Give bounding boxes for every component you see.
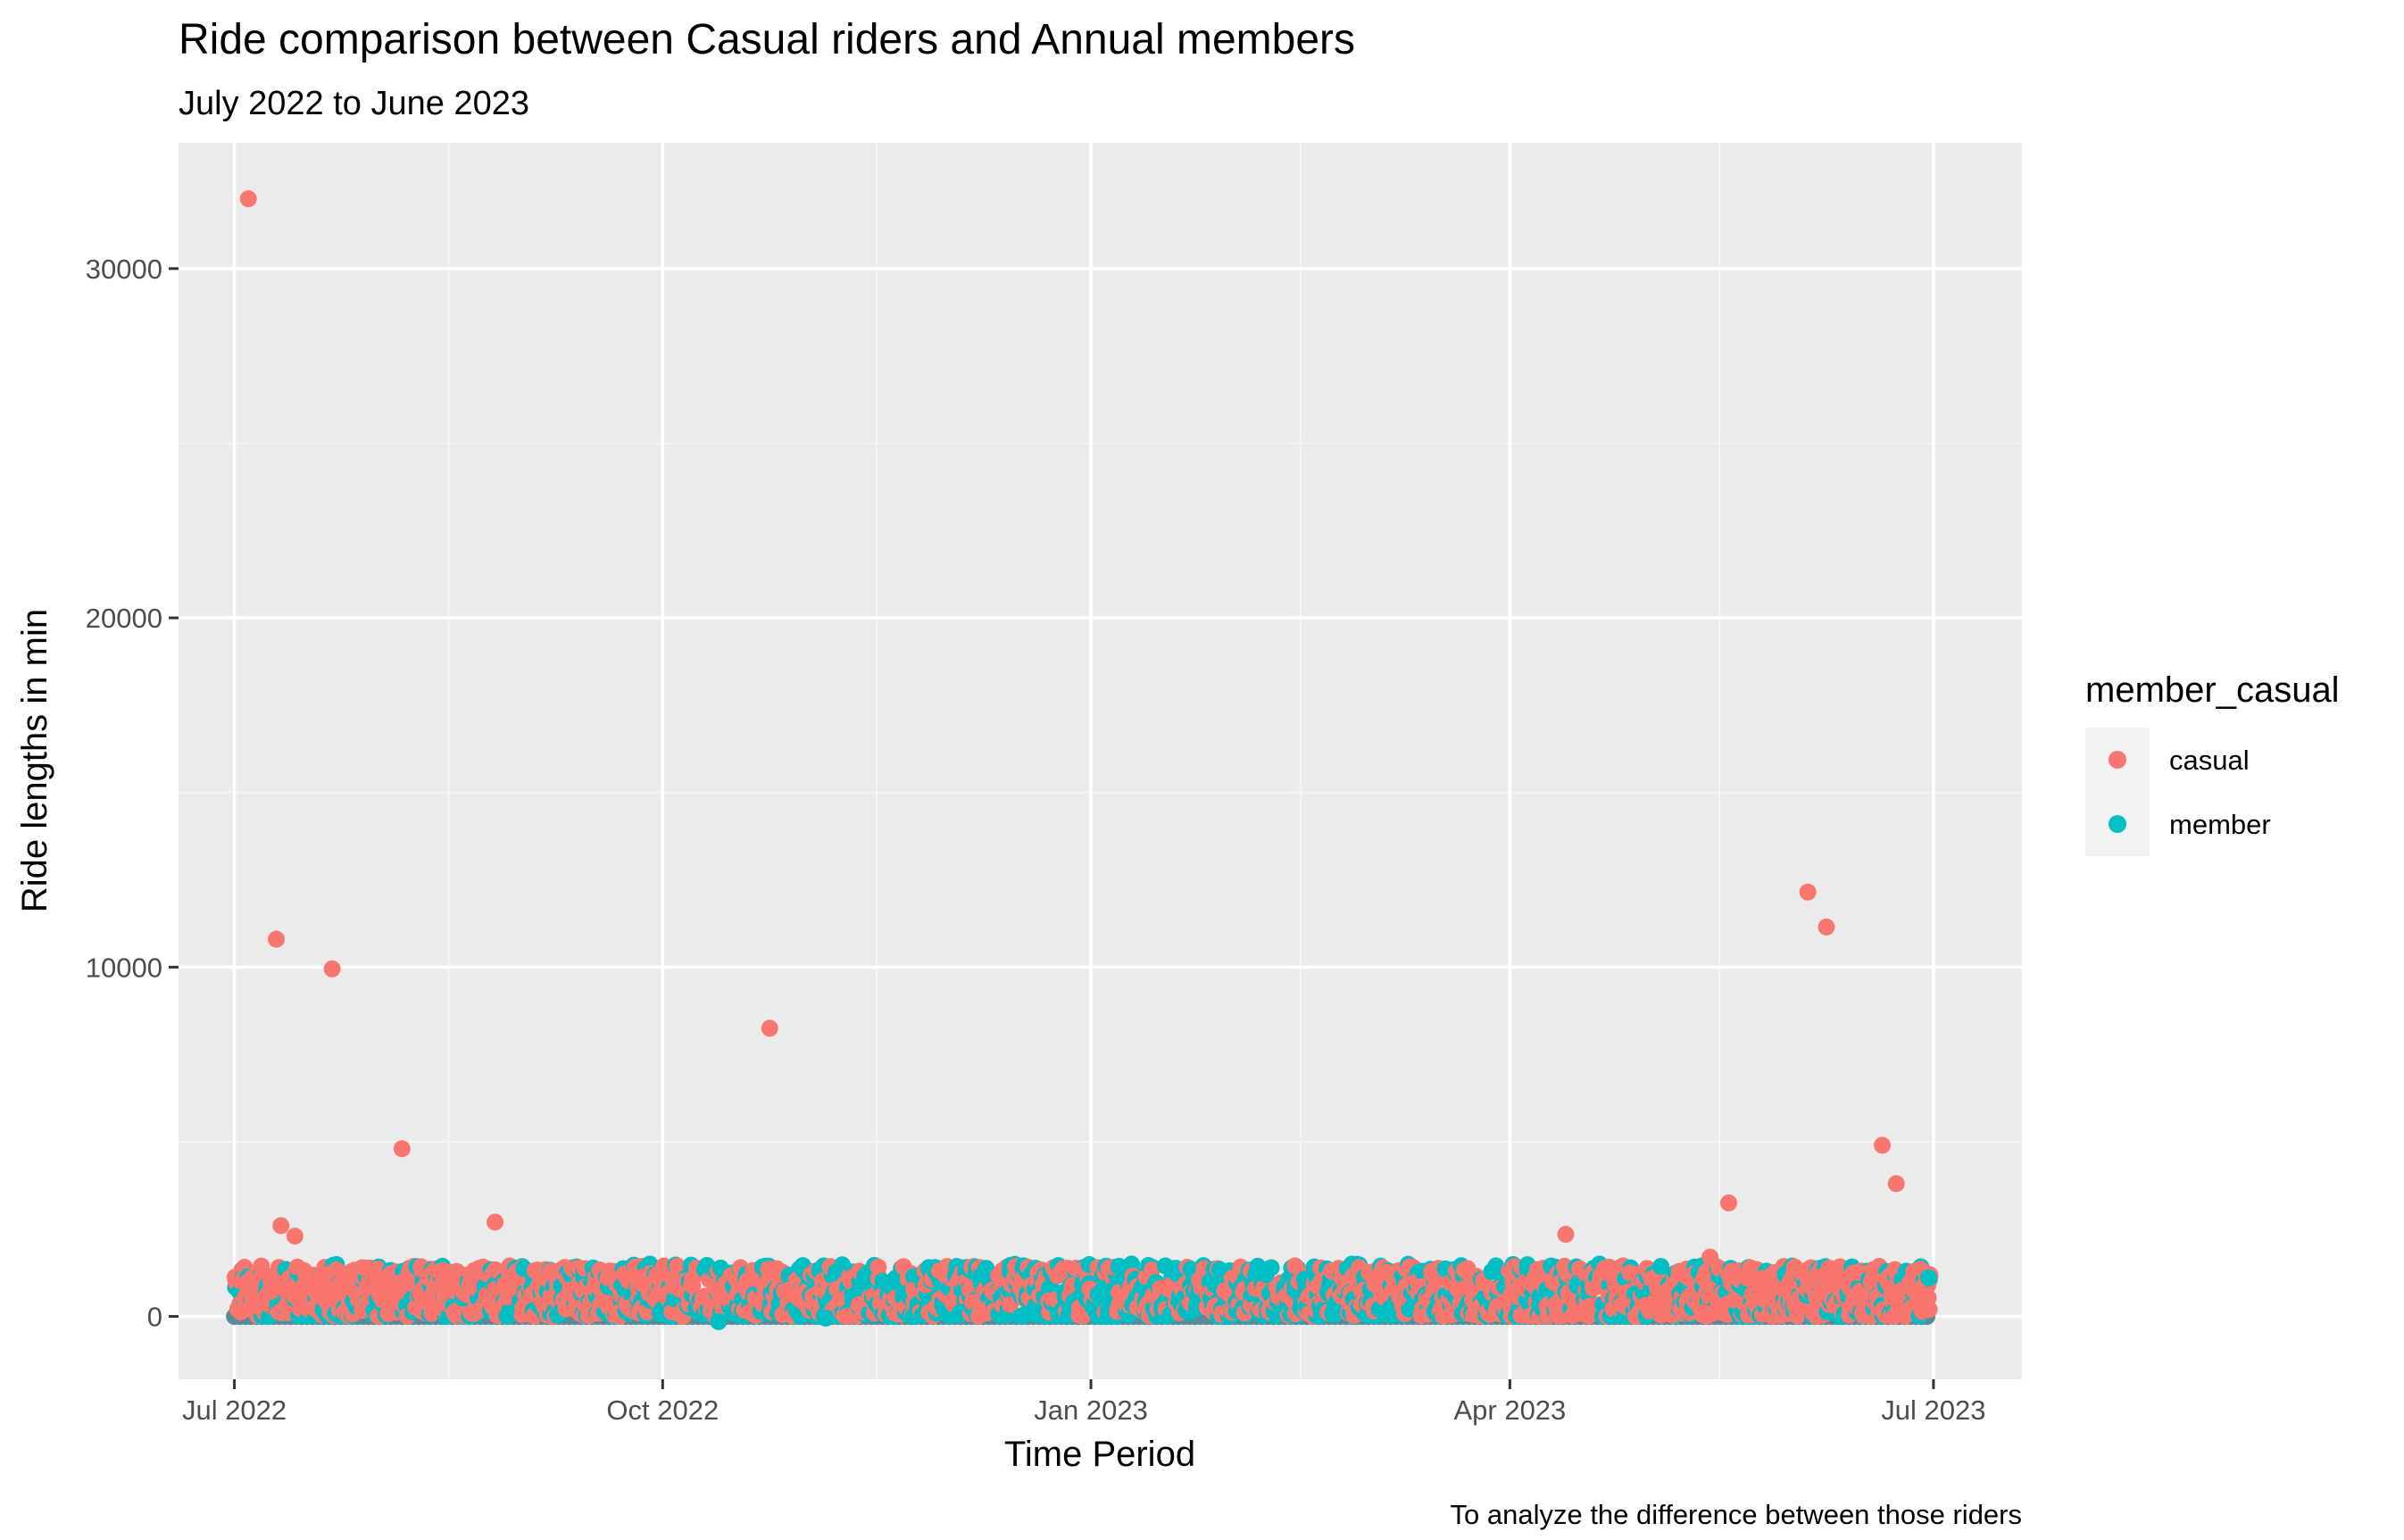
point-casual-outlier	[323, 960, 341, 978]
major-gridlines	[179, 143, 2022, 1379]
point-casual	[431, 1263, 449, 1281]
point-casual-outlier	[1818, 918, 1835, 936]
legend-marker-casual	[2109, 751, 2126, 769]
minor-gridlines	[179, 143, 2022, 1379]
point-casual-outlier	[1557, 1226, 1575, 1244]
data-points	[226, 190, 1939, 1330]
point-casual-outlier	[286, 1228, 304, 1245]
point-casual-outlier	[1887, 1175, 1905, 1193]
legend-label-member: member	[2169, 809, 2271, 840]
legend-label-casual: casual	[2169, 745, 2250, 776]
point-member-outlier	[817, 1310, 835, 1328]
point-casual-outlier	[1701, 1248, 1719, 1266]
point-casual-outlier	[1799, 883, 1817, 901]
x-tick-label: Jul 2022	[182, 1394, 287, 1426]
point-casual-outlier	[761, 1020, 778, 1037]
point-casual-outlier	[1874, 1136, 1892, 1154]
point-casual-outlier	[393, 1140, 411, 1158]
legend-title: member_casual	[2085, 670, 2340, 710]
point-casual-outlier	[487, 1213, 504, 1231]
point-member-outlier	[1920, 1269, 1938, 1287]
chart-title: Ride comparison between Casual riders an…	[179, 16, 1355, 63]
point-member-outlier	[710, 1312, 728, 1330]
y-tick-label: 10000	[86, 952, 162, 983]
point-casual-outlier	[268, 930, 286, 948]
plot-panel	[179, 143, 2022, 1379]
point-casual	[1920, 1301, 1938, 1319]
tick-labels: 0 10000 20000 30000 Jul 2022 Oct 2022 Jan 2023…	[86, 254, 1986, 1426]
axis-ticks	[169, 267, 1935, 1389]
point-member	[1262, 1259, 1280, 1277]
x-tick-label: Apr 2023	[1453, 1394, 1566, 1426]
x-tick-label: Jan 2023	[1034, 1394, 1148, 1426]
x-tick-label: Jul 2023	[1881, 1394, 1985, 1426]
point-casual-outlier	[239, 190, 257, 208]
legend: member_casual casual member	[2085, 670, 2340, 856]
point-casual	[669, 1257, 686, 1275]
y-tick-label: 20000	[86, 603, 162, 634]
chart-subtitle: July 2022 to June 2023	[179, 85, 529, 122]
y-axis-title: Ride lengths in min	[15, 609, 54, 912]
chart-caption: To analyze the difference between those …	[1451, 1499, 2023, 1530]
x-axis-title: Time Period	[1004, 1435, 1195, 1474]
point-casual	[253, 1257, 270, 1275]
legend-marker-member	[2109, 815, 2126, 833]
point-casual-outlier	[272, 1217, 290, 1235]
point-casual-outlier	[1719, 1194, 1737, 1211]
x-tick-label: Oct 2022	[606, 1394, 719, 1426]
point-member	[498, 1307, 516, 1325]
y-tick-label: 0	[147, 1302, 162, 1333]
point-member	[1652, 1258, 1670, 1276]
y-tick-label: 30000	[86, 254, 162, 285]
